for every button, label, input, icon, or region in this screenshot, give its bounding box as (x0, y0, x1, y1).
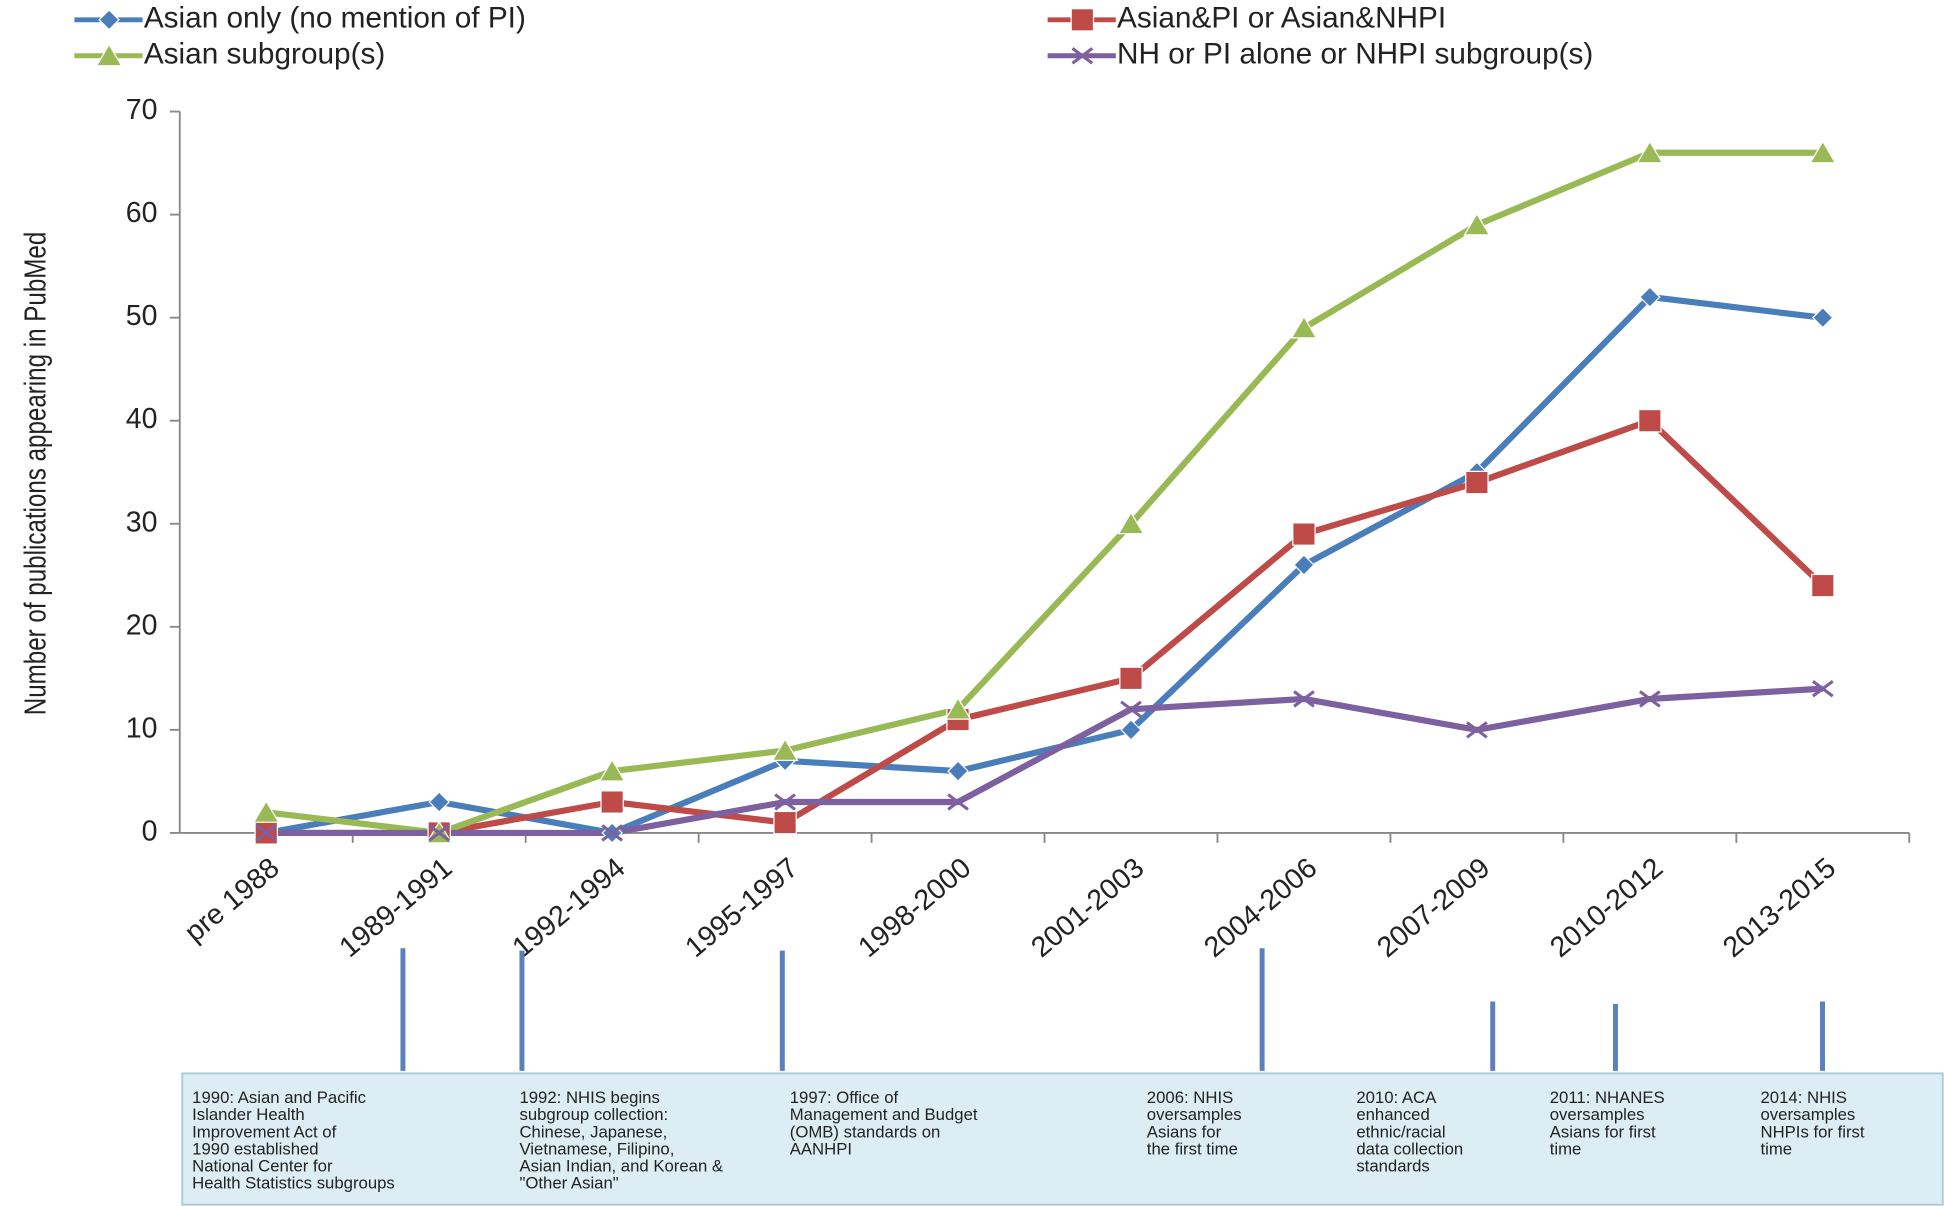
annotation-text: National Center for (192, 1157, 333, 1176)
series-line (265, 149, 1823, 837)
annotation-text: Asian Indian, and Korean & (519, 1157, 723, 1176)
annotation-text: 2014: NHIS (1761, 1088, 1847, 1107)
legend-label: Asian only (no mention of PI) (144, 2, 526, 35)
y-tick-label: 10 (126, 712, 158, 744)
legend-marker (1070, 8, 1095, 32)
y-tick-label: 0 (142, 815, 158, 847)
annotation-text: time (1761, 1139, 1793, 1158)
x-tick-label: 2010-2012 (1544, 852, 1669, 964)
data-point (1465, 470, 1489, 495)
data-point (774, 793, 796, 811)
data-point (1639, 286, 1661, 308)
annotation-text: 2011: NHANES (1550, 1088, 1665, 1107)
legend-label: Asian subgroup(s) (144, 38, 385, 71)
data-point (1293, 690, 1315, 708)
annotation-text: oversamples (1761, 1105, 1856, 1124)
data-point (428, 824, 451, 842)
annotation-text: enhanced (1356, 1105, 1429, 1124)
x-tick-label: 1995-1997 (679, 852, 804, 964)
data-point (1811, 573, 1835, 598)
y-tick-label: 70 (126, 94, 158, 126)
annotation-text: the first time (1147, 1139, 1238, 1158)
legend-label: NH or PI alone or NHPI subgroup(s) (1117, 38, 1593, 71)
data-point (1292, 522, 1316, 546)
data-point (1117, 511, 1145, 535)
y-tick-label: 40 (126, 403, 158, 435)
data-point (601, 824, 623, 842)
y-axis-label: Number of publications appearing in PubM… (18, 232, 53, 715)
annotation-text: Health Statistics subgroups (192, 1174, 395, 1193)
annotation-text: "Other Asian" (519, 1174, 618, 1193)
annotation-text: (OMB) standards on (790, 1122, 941, 1141)
x-tick-label: 2004-2006 (1198, 852, 1323, 964)
x-tick-label: 2013-2015 (1717, 852, 1842, 964)
annotation-text: 2010: ACA (1356, 1088, 1437, 1107)
annotation-text: NHPIs for first (1761, 1122, 1865, 1141)
annotation-text: 2006: NHIS (1147, 1088, 1233, 1107)
data-point (428, 791, 450, 813)
timeline-box (181, 1072, 1944, 1206)
data-point (1638, 408, 1662, 433)
annotation-text: time (1550, 1139, 1582, 1158)
annotation-text: 1990: Asian and Pacific (192, 1088, 366, 1107)
annotation-text: Chinese, Japanese, (519, 1122, 667, 1141)
y-tick-label: 20 (126, 609, 158, 641)
y-tick-label: 30 (126, 506, 158, 538)
data-point (255, 824, 278, 842)
data-point (1811, 679, 1834, 698)
data-point (947, 760, 969, 782)
annotation-text: standards (1356, 1157, 1429, 1176)
x-tick-label: 1992-1994 (506, 852, 631, 964)
annotation-text: Vietnamese, Filipino, (519, 1139, 674, 1158)
y-tick-label: 60 (126, 197, 158, 229)
data-point (1639, 690, 1661, 708)
annotation-text: data collection (1356, 1139, 1463, 1158)
legend-marker (1071, 47, 1094, 65)
annotation-text: 1997: Office of (790, 1088, 899, 1107)
data-point (1809, 140, 1837, 164)
annotation-text: AANHPI (790, 1139, 852, 1158)
data-point (600, 790, 624, 814)
annotation-text: Asians for first (1550, 1122, 1656, 1141)
x-tick-label: pre 1988 (179, 852, 286, 949)
data-point (1636, 140, 1664, 164)
annotation-text: oversamples (1550, 1105, 1645, 1124)
data-point (1120, 719, 1142, 741)
x-tick-label: 1998-2000 (852, 852, 977, 964)
annotation-text: Islander Health (192, 1105, 304, 1124)
annotation-text: oversamples (1147, 1105, 1242, 1124)
annotation-text: Asians for (1147, 1122, 1222, 1141)
data-point (598, 758, 626, 782)
x-tick-label: 2001-2003 (1025, 852, 1150, 964)
data-point (252, 799, 280, 823)
x-tick-label: 2007-2009 (1371, 852, 1496, 964)
x-tick-label: 1989-1991 (333, 852, 458, 964)
annotation-text: 1990 established (192, 1139, 318, 1158)
legend-marker (95, 43, 123, 67)
annotation-text: Management and Budget (790, 1105, 978, 1124)
data-point (1463, 212, 1491, 236)
data-point (1290, 315, 1318, 339)
annotation-text: ethnic/racial (1356, 1122, 1445, 1141)
legend-label: Asian&PI or Asian&NHPI (1117, 2, 1446, 35)
data-point (1293, 554, 1315, 576)
data-point (947, 793, 969, 811)
annotation-text: subgroup collection: (519, 1105, 668, 1124)
data-point (1812, 306, 1834, 329)
data-point (944, 696, 972, 720)
annotation-text: Improvement Act of (192, 1122, 336, 1141)
series-line (266, 417, 1825, 837)
data-point (771, 738, 799, 762)
data-point (1466, 721, 1488, 739)
series-line (266, 685, 1823, 837)
data-point (1119, 666, 1143, 691)
data-point (1120, 700, 1142, 718)
y-tick-label: 50 (126, 300, 158, 332)
annotation-text: 1992: NHIS begins (519, 1088, 659, 1107)
data-point (773, 810, 797, 835)
legend-marker (98, 9, 120, 31)
